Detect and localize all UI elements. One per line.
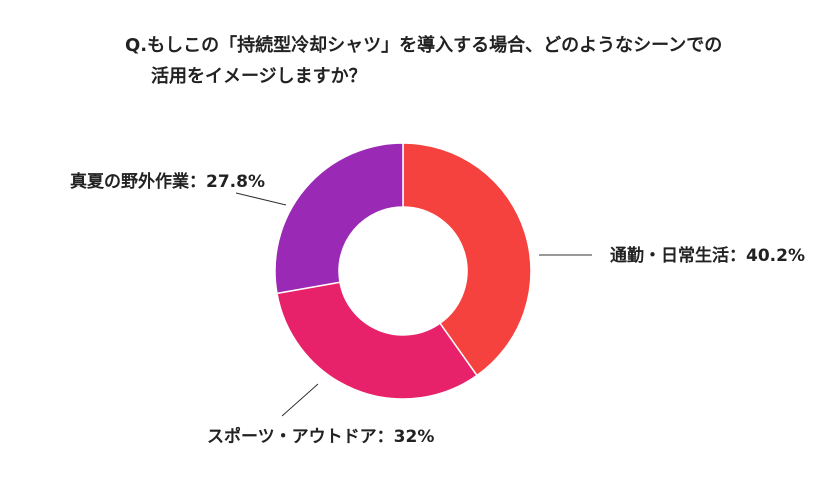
donut-slices bbox=[274, 142, 532, 400]
chart-title-line2: 活用をイメージしますか？ bbox=[151, 66, 367, 87]
chart-title-line1: Q.もしこの「持続型冷却シャツ」を導入する場合、どのようなシーンでの bbox=[125, 35, 723, 56]
slice-label-1: 通勤・日常生活：40.2% bbox=[610, 245, 805, 266]
slice-label-2: スポーツ・アウトドア：32% bbox=[207, 426, 434, 447]
donut-slice-1 bbox=[402, 142, 532, 377]
chart-title: Q.もしこの「持続型冷却シャツ」を導入する場合、どのようなシーンでの 活用をイメ… bbox=[125, 30, 722, 92]
leader-line-3 bbox=[235, 192, 287, 206]
leader-line-2 bbox=[281, 383, 319, 417]
donut-slice-3 bbox=[274, 142, 404, 295]
slice-label-3: 真夏の野外作業：27.8% bbox=[70, 171, 265, 192]
leader-lines bbox=[235, 192, 592, 417]
slice-labels: 通勤・日常生活：40.2% スポーツ・アウトドア：32% 真夏の野外作業：27.8% bbox=[70, 171, 805, 447]
donut-slice-2 bbox=[276, 281, 478, 400]
